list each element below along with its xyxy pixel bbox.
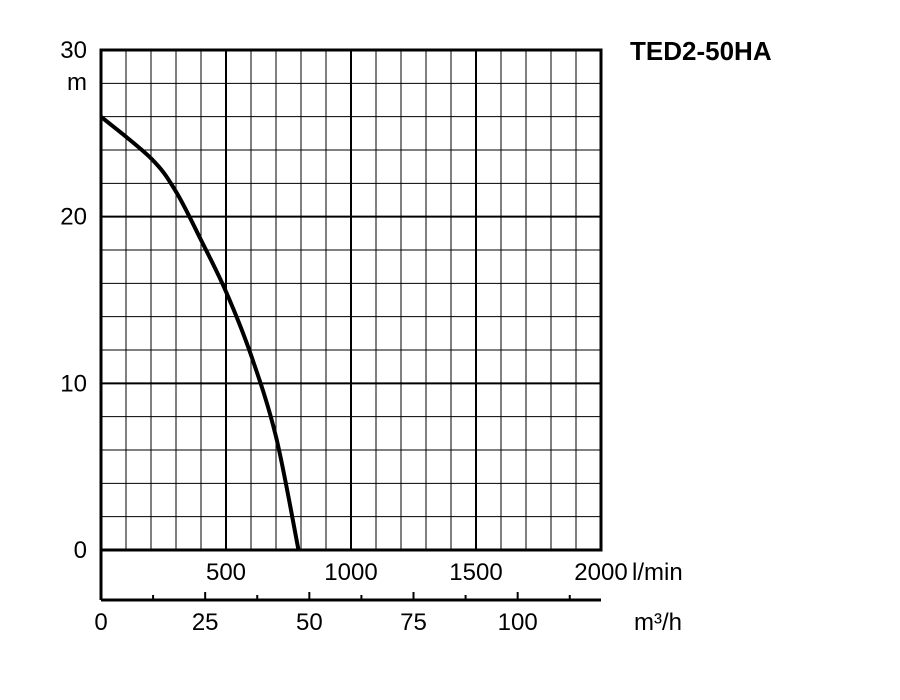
x-secondary-tick-labels: 0 25 50 75 100: [94, 609, 537, 636]
x-primary-tick-label: 500: [206, 559, 246, 586]
x-primary-tick-label: 1500: [449, 559, 502, 586]
chart-title: TED2-50HA: [630, 36, 772, 66]
plot-frame: [99, 48, 603, 552]
x-secondary-tick-label: 0: [94, 609, 107, 636]
series-line: [99, 115, 301, 551]
x-secondary-axis-unit: m³/h: [634, 609, 682, 636]
y-tick-label: 10: [60, 370, 87, 397]
x-primary-tick-label: 1000: [324, 559, 377, 586]
bottom-axes: [99, 550, 601, 602]
y-tick-labels: 0 10 20 30: [60, 37, 87, 564]
x-primary-tick-label: 2000: [574, 559, 627, 586]
x-secondary-tick-label: 50: [296, 609, 323, 636]
x-secondary-tick-label: 25: [192, 609, 219, 636]
x-primary-tick-labels: 500 1000 1500 2000: [206, 559, 628, 586]
y-axis-unit: m: [67, 69, 87, 96]
grid-major: [101, 50, 601, 550]
y-tick-label: 20: [60, 204, 87, 231]
x-primary-axis-unit: l/min: [632, 559, 683, 586]
x-secondary-tick-label: 75: [400, 609, 427, 636]
y-tick-label: 30: [60, 37, 87, 64]
y-tick-label: 0: [74, 537, 87, 564]
x-secondary-tick-label: 100: [498, 609, 538, 636]
